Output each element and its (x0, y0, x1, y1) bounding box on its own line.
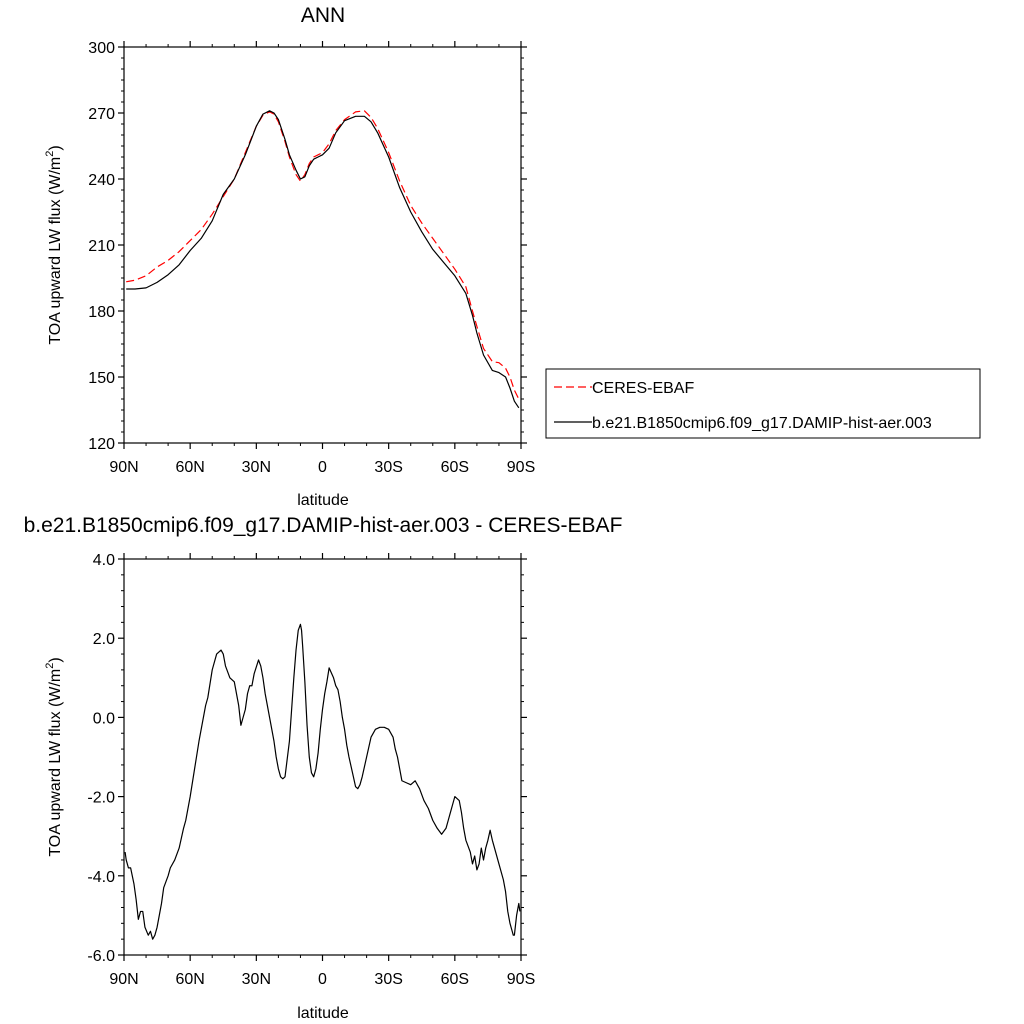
top-x-axis-label: latitude (297, 492, 349, 509)
top-y-tick-label: 300 (88, 40, 115, 57)
bottom-series-line-0 (124, 623, 521, 940)
bottom-chart-title: b.e21.B1850cmip6.f09_g17.DAMIP-hist-aer.… (24, 514, 623, 537)
top-y-tick-label: 270 (88, 106, 115, 123)
bottom-x-tick-label: 60S (441, 971, 469, 988)
bottom-panel: b.e21.B1850cmip6.f09_g17.DAMIP-hist-aer.… (24, 514, 623, 1022)
bottom-series-layer (124, 623, 521, 940)
top-plot-frame (123, 46, 522, 444)
top-y-tick-label: 240 (88, 172, 115, 189)
bottom-y-axis-label: TOA upward LW flux (W/m2) (44, 657, 64, 856)
top-panel: ANN 120 150 180 210 240 270 300 90N 60N 30N 0 30S 60… (44, 4, 535, 509)
top-x-tick-label: 90N (109, 459, 138, 476)
top-x-tick-label: 30N (242, 459, 271, 476)
bottom-y-tick-label: 2.0 (93, 631, 115, 648)
bottom-y-tick-label: 0.0 (93, 710, 115, 727)
bottom-y-tick-label: -2.0 (87, 790, 115, 807)
top-y-tick-label: 120 (88, 436, 115, 453)
bottom-y-tick-label: -6.0 (87, 948, 115, 965)
legend-box (545, 368, 981, 439)
top-y-tick-label: 210 (88, 238, 115, 255)
legend-label-ceres: CERES-EBAF (592, 380, 694, 397)
top-y-axis-label: TOA upward LW flux (W/m2) (44, 145, 64, 344)
bottom-x-tick-label: 60N (175, 971, 204, 988)
bottom-y-tick-label: -4.0 (87, 869, 115, 886)
bottom-x-tick-label: 0 (318, 971, 327, 988)
bottom-x-tick-label: 30N (242, 971, 271, 988)
top-x-tick-label: 30S (374, 459, 402, 476)
bottom-y-tick-label: 4.0 (93, 552, 115, 569)
top-series-layer (126, 110, 520, 409)
bottom-plot-frame (123, 558, 522, 956)
top-x-tick-label: 60N (175, 459, 204, 476)
top-axes-layer: 120 150 180 210 240 270 300 90N 60N 30N 0 30S 60S 90S (88, 40, 535, 476)
top-series-line-0 (126, 110, 520, 400)
top-x-tick-label: 0 (318, 459, 327, 476)
top-y-tick-label: 180 (88, 304, 115, 321)
bottom-x-tick-label: 90S (507, 971, 535, 988)
bottom-x-tick-label: 30S (374, 971, 402, 988)
bottom-x-tick-label: 90N (109, 971, 138, 988)
legend: CERES-EBAF b.e21.B1850cmip6.f09_g17.DAMI… (545, 368, 981, 439)
top-series-line-1 (126, 110, 520, 409)
bottom-x-axis-label: latitude (297, 1005, 349, 1022)
top-x-tick-label: 60S (441, 459, 469, 476)
top-y-tick-label: 150 (88, 370, 115, 387)
bottom-axes-layer: -6.0 -4.0 -2.0 0.0 2.0 4.0 90N 60N 30N 0 30S 60S 90S (87, 552, 535, 988)
top-chart-title: ANN (301, 4, 345, 27)
top-x-tick-label: 90S (507, 459, 535, 476)
legend-label-model: b.e21.B1850cmip6.f09_g17.DAMIP-hist-aer.… (592, 415, 932, 432)
